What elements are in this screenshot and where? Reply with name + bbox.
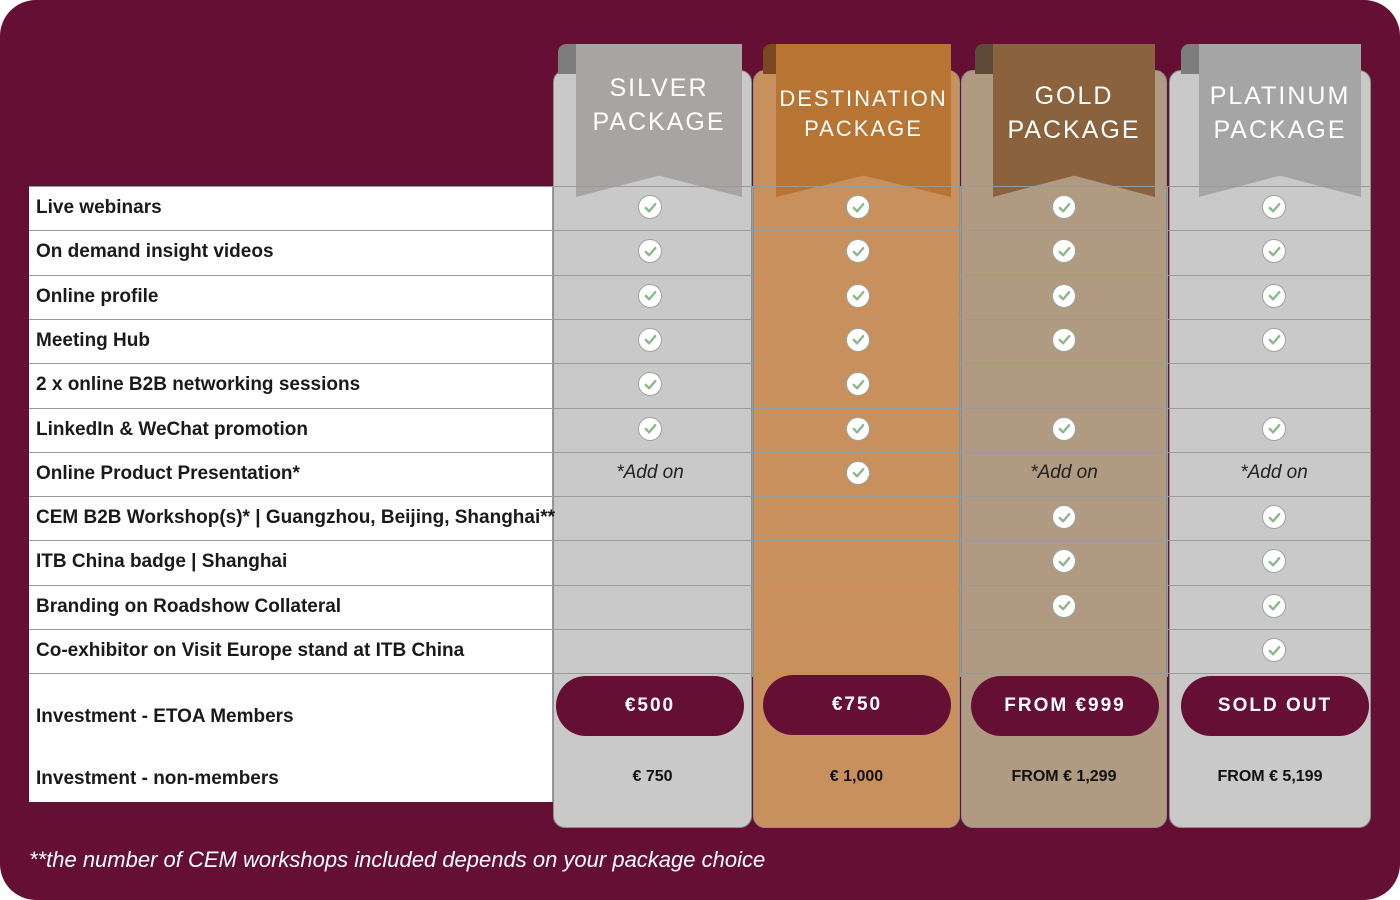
feature-label: Online Product Presentation*: [36, 462, 300, 484]
row-divider: [29, 318, 1371, 320]
row-divider: [29, 584, 1371, 586]
footnote: **the number of CEM workshops included d…: [29, 847, 766, 872]
row-divider: [29, 451, 1371, 453]
silver-nonmember-price: € 750: [632, 768, 673, 785]
row-divider: [29, 496, 1371, 498]
check-circle-icon: [846, 195, 870, 219]
feature-label: Meeting Hub: [36, 329, 150, 351]
row-divider: [29, 629, 1371, 630]
check-circle-icon: [846, 460, 870, 485]
check-circle-icon: [846, 372, 870, 397]
row-divider: [29, 407, 1371, 409]
platinum-nonmember-price: FROM € 5,199: [1217, 768, 1323, 785]
check-circle-icon: [1052, 593, 1076, 618]
destination-price-button[interactable]: €750: [763, 675, 951, 735]
feature-label: On demand insight videos: [36, 241, 274, 263]
destination-ribbon-title: DESTINATION PACKAGE: [779, 86, 948, 141]
feature-label: CEM B2B Workshop(s)* | Guangzhou, Beijin…: [36, 507, 556, 529]
silver-ribbon: SILVER PACKAGE: [576, 44, 742, 197]
gold-ribbon: GOLD PACKAGE: [993, 44, 1155, 197]
check-circle-icon: [1052, 239, 1076, 264]
row-divider: [29, 274, 1371, 276]
check-circle-icon: [1052, 283, 1076, 308]
column-divider: [752, 186, 753, 677]
check-circle-icon: [638, 372, 662, 397]
platinum-ribbon-fold: [1181, 44, 1199, 74]
row-divider: [29, 540, 1371, 542]
feature-label: ITB China badge | Shanghai: [36, 551, 288, 573]
feature-label-panel: [29, 186, 552, 802]
check-circle-icon: [846, 239, 870, 264]
row-divider: [29, 186, 1371, 187]
check-circle-icon: [638, 283, 662, 308]
check-circle-icon: [1052, 549, 1076, 574]
feature-label: Co-exhibitor on Visit Europe stand at IT…: [36, 640, 465, 661]
check-circle-icon: [1052, 195, 1076, 219]
platinum-ribbon: PLATINUM PACKAGE: [1199, 44, 1361, 197]
add-on-note: *Add on: [1030, 461, 1098, 483]
column-divider: [960, 186, 961, 677]
check-circle-icon: [1262, 549, 1286, 574]
feature-label: Branding on Roadshow Collateral: [36, 595, 342, 617]
check-circle-icon: [1262, 638, 1286, 662]
gold-ribbon-title: GOLD PACKAGE: [1007, 82, 1141, 144]
feature-label: Online profile: [36, 285, 159, 307]
silver-ribbon-title: SILVER PACKAGE: [592, 74, 726, 136]
investment-nonmembers-label: Investment - non-members: [36, 768, 279, 789]
check-circle-icon: [846, 283, 870, 308]
gold-ribbon-fold: [975, 44, 993, 74]
column-divider: [552, 186, 553, 802]
gold-nonmember-price: FROM € 1,299: [1011, 768, 1117, 785]
check-circle-icon: [1262, 283, 1286, 308]
check-circle-icon: [846, 327, 870, 352]
destination-ribbon: DESTINATION PACKAGE: [776, 44, 951, 197]
row-divider: [29, 230, 1371, 232]
silver-price-button[interactable]: €500: [556, 676, 744, 736]
check-circle-icon: [1262, 239, 1286, 264]
feature-label: Live webinars: [36, 197, 162, 218]
check-circle-icon: [1262, 195, 1286, 219]
column-divider: [1167, 186, 1168, 677]
silver-ribbon-fold: [558, 44, 576, 74]
check-circle-icon: [638, 239, 662, 264]
gold-price-button[interactable]: FROM €999: [971, 676, 1159, 736]
investment-members-label: Investment - ETOA Members: [36, 706, 294, 727]
check-circle-icon: [1262, 505, 1286, 530]
check-circle-icon: [638, 327, 662, 352]
platinum-ribbon-title: PLATINUM PACKAGE: [1209, 82, 1351, 144]
feature-label: 2 x online B2B networking sessions: [36, 374, 361, 396]
row-divider: [29, 363, 1371, 365]
check-circle-icon: [1262, 593, 1286, 618]
check-circle-icon: [1262, 327, 1286, 352]
check-circle-icon: [638, 416, 662, 441]
check-circle-icon: [1052, 416, 1076, 441]
check-circle-icon: [1262, 416, 1286, 441]
destination-nonmember-price: € 1,000: [829, 768, 884, 785]
check-circle-icon: [638, 195, 662, 219]
platinum-price-button[interactable]: SOLD OUT: [1181, 676, 1369, 736]
feature-label: LinkedIn & WeChat promotion: [36, 418, 308, 440]
check-circle-icon: [1052, 327, 1076, 352]
add-on-note: *Add on: [1240, 461, 1308, 483]
check-circle-icon: [846, 416, 870, 441]
check-circle-icon: [1052, 505, 1076, 530]
row-divider: [29, 673, 1371, 675]
add-on-note: *Add on: [616, 461, 684, 483]
